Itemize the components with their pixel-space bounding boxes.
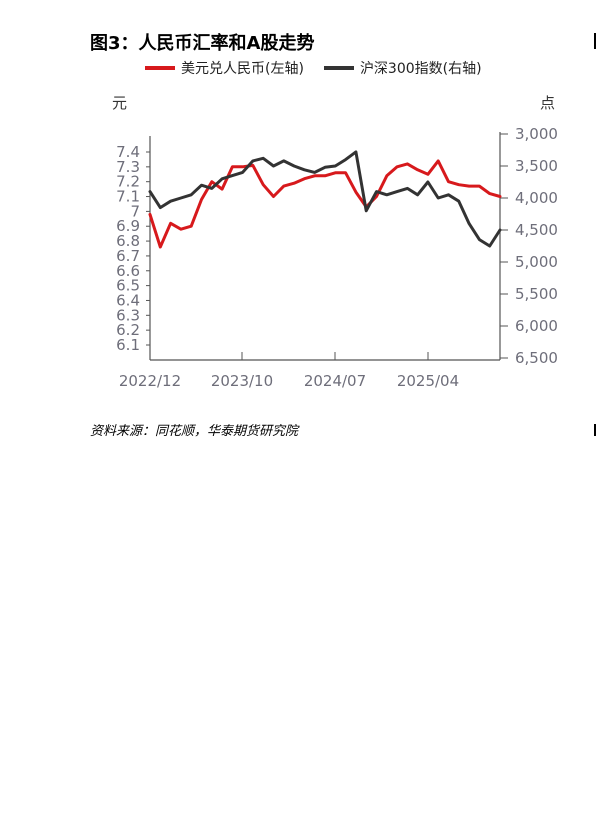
x-tick-label: 2023/10 bbox=[211, 372, 273, 390]
right-axis-unit: 点 bbox=[540, 94, 556, 112]
chart-legend: 美元兑人民币(左轴) 沪深300指数(右轴) bbox=[145, 58, 502, 78]
left-tick-label: 7 bbox=[130, 202, 140, 220]
legend-swatch-csi300 bbox=[323, 66, 354, 70]
series-line-usdcny bbox=[148, 159, 502, 249]
left-tick-label: 6.5 bbox=[116, 277, 140, 295]
right-tick-label: 6,000 bbox=[515, 317, 558, 335]
left-tick-label: 6.7 bbox=[116, 247, 140, 265]
next-source-edge bbox=[594, 424, 599, 436]
left-tick-label: 6.4 bbox=[116, 291, 140, 309]
chart-title: 图3：人民币汇率和A股走势 bbox=[90, 33, 315, 54]
right-tick-label: 3,000 bbox=[515, 125, 558, 143]
left-tick-label: 7.2 bbox=[116, 173, 140, 191]
left-tick-label: 7.4 bbox=[116, 143, 140, 161]
right-tick-label: 3,500 bbox=[515, 157, 558, 175]
right-tick-label: 6,500 bbox=[515, 349, 558, 367]
left-tick-label: 6.2 bbox=[116, 321, 140, 339]
legend-item-csi300: 沪深300指数(右轴) bbox=[323, 58, 482, 78]
right-tick-label: 4,000 bbox=[515, 189, 558, 207]
left-tick-label: 6.6 bbox=[116, 262, 140, 280]
right-tick-label: 5,000 bbox=[515, 253, 558, 271]
left-tick-label: 7.3 bbox=[116, 158, 140, 176]
legend-label-csi300: 沪深300指数(右轴) bbox=[359, 61, 482, 77]
x-tick-label: 2022/12 bbox=[119, 372, 181, 390]
right-tick-label: 5,500 bbox=[515, 285, 558, 303]
left-tick-label: 6.9 bbox=[116, 217, 140, 235]
left-axis-unit: 元 bbox=[112, 94, 128, 112]
next-figure-edge bbox=[594, 33, 599, 49]
left-tick-label: 7.1 bbox=[116, 188, 140, 206]
legend-swatch-usdcny bbox=[145, 66, 175, 70]
left-tick-label: 6.3 bbox=[116, 306, 140, 324]
x-tick-label: 2025/04 bbox=[397, 372, 459, 390]
left-tick-label: 6.8 bbox=[116, 232, 140, 250]
x-tick-label: 2024/07 bbox=[304, 372, 366, 390]
legend-item-usdcny: 美元兑人民币(左轴) bbox=[145, 58, 304, 78]
source-note: 资料来源：同花顺，华泰期货研究院 bbox=[90, 424, 299, 439]
legend-label-usdcny: 美元兑人民币(左轴) bbox=[181, 61, 304, 77]
left-tick-label: 6.1 bbox=[116, 336, 140, 354]
right-tick-label: 4,500 bbox=[515, 221, 558, 239]
